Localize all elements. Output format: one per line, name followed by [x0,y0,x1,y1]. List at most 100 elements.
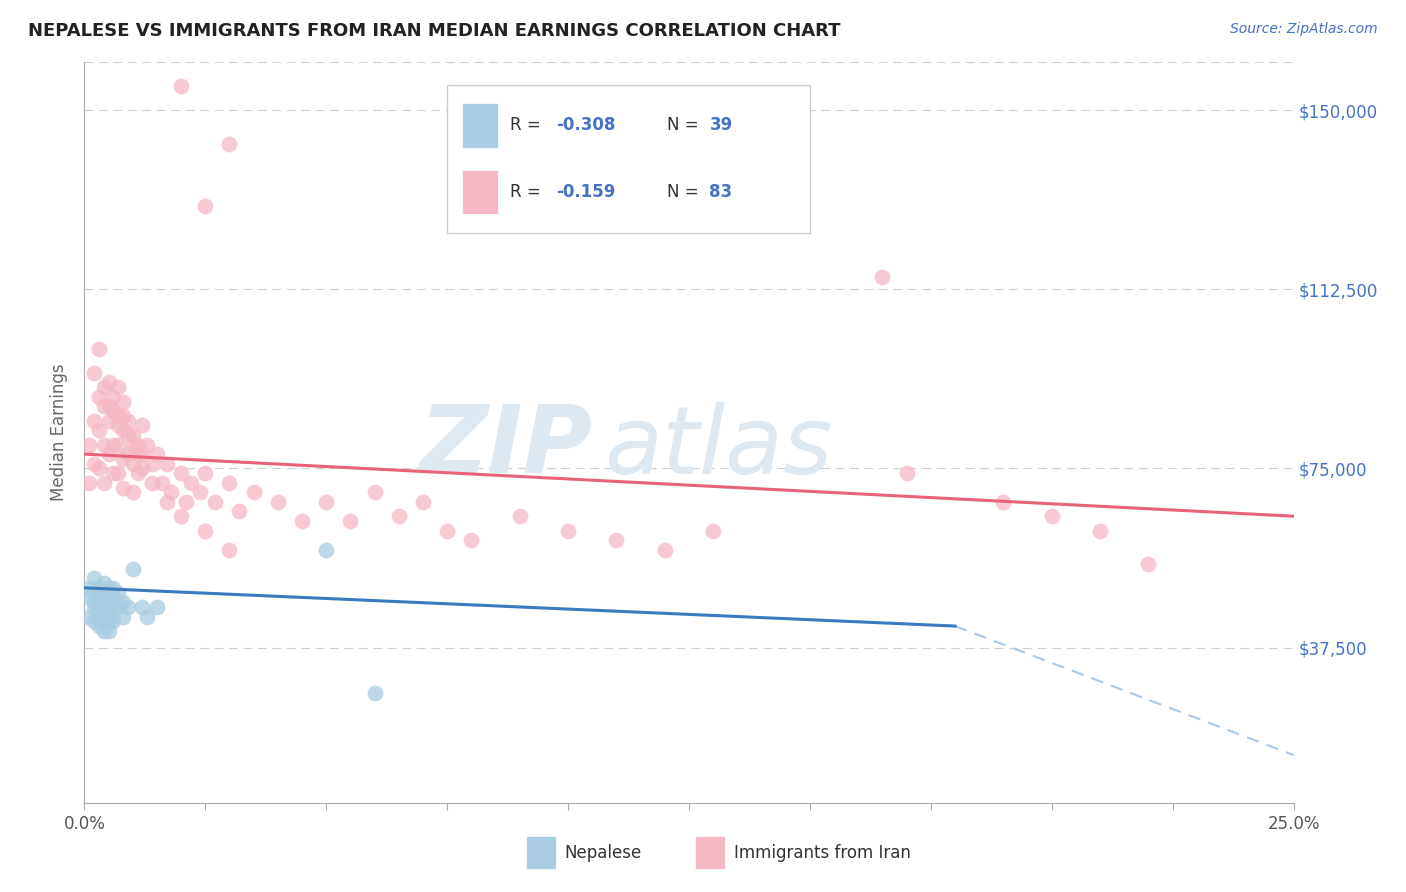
Point [363,485,385,500]
Point [141,475,163,490]
Point [121,457,143,471]
Point [291,514,314,528]
Text: Nepalese: Nepalese [564,844,641,863]
Point [412,495,434,509]
Point [117,599,139,614]
Point [121,562,143,576]
Point [97,376,120,390]
Point [127,437,149,451]
Text: 39: 39 [710,116,733,135]
Point [155,457,177,471]
Text: R =: R = [510,116,546,135]
Text: ZIP: ZIP [419,401,592,493]
Bar [461,103,498,147]
Point [267,495,290,509]
Point [93,605,115,619]
Point [83,457,105,471]
Point [107,585,129,599]
Point [77,591,100,605]
Point [388,509,411,524]
Point [112,409,135,423]
Bar [695,836,725,870]
Text: R =: R = [510,183,546,201]
Point [112,423,135,437]
Point [315,495,337,509]
Point [131,461,153,475]
Point [83,599,105,614]
Point [93,380,115,394]
Point [146,599,169,614]
Point [83,366,105,380]
Point [131,599,153,614]
Point [242,485,264,500]
Point [218,542,240,557]
Point [174,495,197,509]
Point [180,475,202,490]
Point [97,447,120,461]
Point [460,533,482,547]
Point [97,624,120,638]
Point [436,524,458,538]
Text: NEPALESE VS IMMIGRANTS FROM IRAN MEDIAN EARNINGS CORRELATION CHART: NEPALESE VS IMMIGRANTS FROM IRAN MEDIAN … [28,22,841,40]
Point [605,533,627,547]
Point [872,270,894,285]
Point [87,591,110,605]
Point [107,599,129,614]
Point [103,591,125,605]
Point [93,475,115,490]
Point [87,619,110,633]
Point [83,414,105,428]
Point [112,595,135,609]
Point [1040,509,1063,524]
Point [1088,524,1111,538]
Text: atlas: atlas [605,402,832,493]
Point [121,437,143,451]
Point [131,418,153,433]
Point [93,615,115,629]
Point [896,467,918,481]
Point [97,591,120,605]
Point [141,457,163,471]
Point [194,524,217,538]
Text: Immigrants from Iran: Immigrants from Iran [734,844,911,863]
Point [103,615,125,629]
Point [117,447,139,461]
Point [87,609,110,624]
Point [170,467,193,481]
Point [112,451,135,466]
Point [103,581,125,595]
Point [170,509,193,524]
Point [204,495,226,509]
Bar [526,836,555,870]
Point [107,409,129,423]
Point [77,437,100,451]
Point [121,485,143,500]
Point [218,136,240,151]
Point [87,581,110,595]
Point [112,394,135,409]
Point [218,475,240,490]
Point [83,595,105,609]
Point [1137,557,1160,571]
Point [509,509,531,524]
Point [170,79,193,94]
Point [107,467,129,481]
Point [363,686,385,700]
Point [93,400,115,414]
Point [557,524,579,538]
Point [103,437,125,451]
FancyBboxPatch shape [447,85,810,233]
Point [160,485,183,500]
Point [146,447,169,461]
Point [107,418,129,433]
Point [93,624,115,638]
Point [993,495,1015,509]
Point [93,595,115,609]
Point [136,437,159,451]
Point [136,609,159,624]
Point [127,447,149,461]
Point [131,447,153,461]
Point [654,542,676,557]
Point [97,581,120,595]
Point [702,524,724,538]
